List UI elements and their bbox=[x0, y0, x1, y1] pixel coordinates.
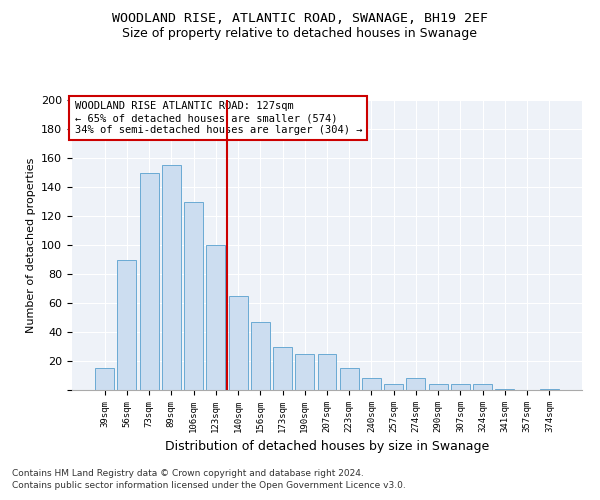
Bar bbox=[229, 296, 248, 390]
Bar bbox=[406, 378, 425, 390]
Bar bbox=[451, 384, 470, 390]
Bar bbox=[317, 354, 337, 390]
Bar bbox=[251, 322, 270, 390]
Bar bbox=[184, 202, 203, 390]
Bar bbox=[384, 384, 403, 390]
Bar bbox=[118, 260, 136, 390]
Text: Contains HM Land Registry data © Crown copyright and database right 2024.: Contains HM Land Registry data © Crown c… bbox=[12, 468, 364, 477]
Text: Contains public sector information licensed under the Open Government Licence v3: Contains public sector information licen… bbox=[12, 481, 406, 490]
Bar bbox=[140, 172, 158, 390]
Bar bbox=[473, 384, 492, 390]
Bar bbox=[496, 388, 514, 390]
Text: WOODLAND RISE ATLANTIC ROAD: 127sqm
← 65% of detached houses are smaller (574)
3: WOODLAND RISE ATLANTIC ROAD: 127sqm ← 65… bbox=[74, 102, 362, 134]
Bar bbox=[340, 368, 359, 390]
Bar bbox=[540, 388, 559, 390]
Bar bbox=[273, 346, 292, 390]
Y-axis label: Number of detached properties: Number of detached properties bbox=[26, 158, 35, 332]
Bar bbox=[362, 378, 381, 390]
Bar bbox=[95, 368, 114, 390]
X-axis label: Distribution of detached houses by size in Swanage: Distribution of detached houses by size … bbox=[165, 440, 489, 454]
Bar bbox=[206, 245, 225, 390]
Text: WOODLAND RISE, ATLANTIC ROAD, SWANAGE, BH19 2EF: WOODLAND RISE, ATLANTIC ROAD, SWANAGE, B… bbox=[112, 12, 488, 26]
Text: Size of property relative to detached houses in Swanage: Size of property relative to detached ho… bbox=[122, 28, 478, 40]
Bar bbox=[429, 384, 448, 390]
Bar bbox=[162, 165, 181, 390]
Bar bbox=[295, 354, 314, 390]
